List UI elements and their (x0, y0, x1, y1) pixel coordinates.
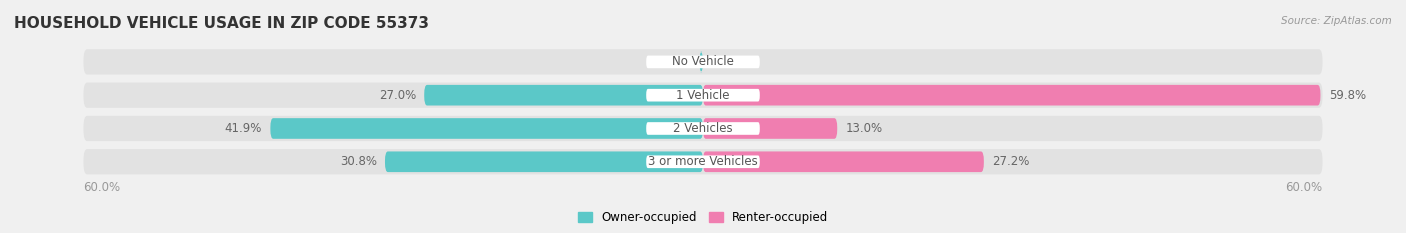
Text: 41.9%: 41.9% (225, 122, 262, 135)
Text: 30.8%: 30.8% (340, 155, 377, 168)
Text: 59.8%: 59.8% (1329, 89, 1365, 102)
FancyBboxPatch shape (83, 149, 1323, 175)
Text: 13.0%: 13.0% (845, 122, 883, 135)
FancyBboxPatch shape (703, 151, 984, 172)
FancyBboxPatch shape (270, 118, 703, 139)
Text: 60.0%: 60.0% (1285, 181, 1323, 194)
Text: 60.0%: 60.0% (83, 181, 121, 194)
Legend: Owner-occupied, Renter-occupied: Owner-occupied, Renter-occupied (572, 206, 834, 229)
FancyBboxPatch shape (647, 89, 759, 102)
FancyBboxPatch shape (385, 151, 703, 172)
Text: 27.0%: 27.0% (378, 89, 416, 102)
FancyBboxPatch shape (647, 155, 759, 168)
FancyBboxPatch shape (703, 118, 837, 139)
FancyBboxPatch shape (647, 122, 759, 135)
Text: 3 or more Vehicles: 3 or more Vehicles (648, 155, 758, 168)
Text: HOUSEHOLD VEHICLE USAGE IN ZIP CODE 55373: HOUSEHOLD VEHICLE USAGE IN ZIP CODE 5537… (14, 16, 429, 31)
FancyBboxPatch shape (83, 116, 1323, 141)
Text: 27.2%: 27.2% (993, 155, 1029, 168)
Text: 2 Vehicles: 2 Vehicles (673, 122, 733, 135)
Text: No Vehicle: No Vehicle (672, 55, 734, 69)
FancyBboxPatch shape (647, 56, 759, 68)
FancyBboxPatch shape (699, 51, 703, 72)
Text: 1 Vehicle: 1 Vehicle (676, 89, 730, 102)
FancyBboxPatch shape (703, 85, 1320, 106)
FancyBboxPatch shape (425, 85, 703, 106)
FancyBboxPatch shape (83, 49, 1323, 75)
Text: Source: ZipAtlas.com: Source: ZipAtlas.com (1281, 16, 1392, 26)
Text: 0.35%: 0.35% (654, 55, 692, 69)
FancyBboxPatch shape (83, 82, 1323, 108)
